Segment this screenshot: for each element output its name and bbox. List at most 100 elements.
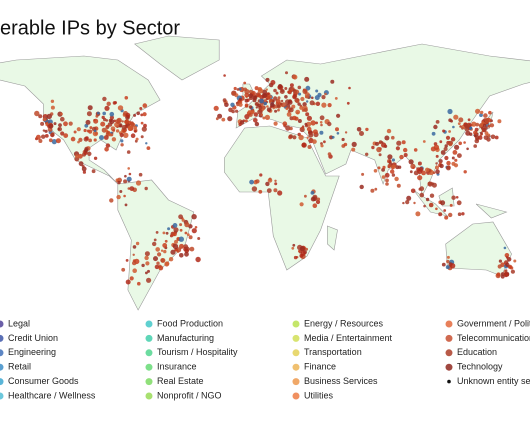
ip-dot	[136, 111, 140, 116]
ip-dot	[179, 253, 184, 258]
ip-dot	[221, 117, 226, 122]
ip-dot	[497, 119, 502, 124]
ip-dot	[385, 178, 389, 183]
ip-dot	[440, 150, 446, 155]
ip-dot	[156, 261, 160, 265]
ip-dot	[484, 118, 490, 123]
ip-dot	[266, 188, 272, 194]
legend-swatch	[145, 378, 153, 386]
ip-dot	[40, 121, 45, 126]
ip-dot	[466, 147, 469, 151]
ip-dot	[160, 258, 165, 263]
ip-dot	[435, 165, 439, 170]
ip-dot	[144, 186, 148, 191]
ip-dot	[55, 138, 61, 144]
ip-dot	[132, 253, 135, 256]
ip-dot	[143, 123, 147, 128]
ip-dot	[388, 160, 392, 164]
ip-dot	[335, 127, 339, 132]
ip-dot	[413, 201, 416, 205]
ip-dot	[293, 88, 296, 92]
legend-swatch	[292, 378, 300, 386]
ip-dot	[449, 203, 453, 207]
ip-dot	[300, 96, 305, 102]
ip-dot	[176, 237, 180, 241]
ip-dot	[433, 124, 438, 130]
ip-dot	[116, 194, 121, 200]
ip-dot	[87, 151, 92, 156]
ip-dot	[155, 247, 160, 252]
ip-dot	[274, 109, 278, 113]
ip-dot	[305, 247, 308, 251]
ip-dot	[475, 122, 480, 127]
ip-dot	[444, 144, 448, 148]
ip-dot	[213, 105, 219, 111]
ip-dot	[265, 77, 270, 82]
ip-dot	[155, 231, 159, 234]
legend-swatch	[0, 392, 4, 400]
ip-dot	[125, 259, 129, 262]
ip-dot	[135, 137, 139, 141]
ip-dot	[298, 92, 302, 96]
ip-dot	[336, 132, 340, 135]
ip-dot	[295, 98, 300, 104]
ip-dot	[312, 203, 318, 208]
ip-dot	[359, 131, 364, 136]
legend-label: Transportation	[304, 347, 362, 357]
legend-label: Credit Union	[8, 333, 58, 343]
ip-dot	[141, 126, 147, 132]
ip-dot	[195, 256, 201, 263]
ip-dot	[288, 134, 293, 139]
legend-swatch	[445, 349, 453, 357]
ip-dot	[290, 88, 294, 92]
ip-dot	[133, 125, 138, 130]
landmass	[445, 221, 512, 277]
ip-dot	[140, 121, 144, 125]
ip-dot	[249, 89, 253, 94]
ip-dot	[312, 139, 317, 144]
ip-dot	[238, 122, 242, 127]
ip-dot	[75, 154, 79, 159]
ip-dot	[323, 140, 326, 144]
ip-dot	[103, 135, 109, 140]
ip-dot	[60, 131, 65, 136]
ip-dot	[279, 89, 285, 94]
ip-dot	[293, 255, 298, 260]
ip-dot	[132, 245, 137, 249]
ip-dot	[297, 102, 301, 106]
ip-dot	[248, 93, 254, 99]
ip-dot	[88, 138, 92, 143]
ip-dot	[292, 243, 296, 247]
ip-dot	[299, 202, 304, 207]
ip-dot	[418, 166, 424, 172]
legend-swatch	[445, 363, 453, 371]
ip-dot	[391, 158, 395, 162]
legend-swatch	[145, 334, 153, 342]
ip-dot	[236, 88, 240, 91]
ip-dot	[292, 74, 298, 80]
ip-dot	[384, 135, 390, 141]
ip-dot	[305, 85, 311, 91]
ip-dot	[457, 153, 462, 159]
ip-dot	[469, 126, 473, 130]
ip-dot	[439, 163, 444, 169]
ip-dot	[123, 194, 126, 198]
ip-dot	[109, 111, 115, 117]
ip-dot	[459, 125, 462, 128]
ip-dot	[119, 132, 124, 138]
ip-dot	[265, 88, 268, 91]
ip-dot	[273, 121, 278, 126]
ip-dot	[308, 132, 314, 138]
ip-dot	[385, 182, 389, 186]
legend-label: Nonprofit / NGO	[157, 390, 222, 400]
ip-dot	[105, 143, 111, 148]
ip-dot	[315, 121, 318, 125]
ip-dot	[498, 259, 502, 263]
ip-dot	[145, 271, 148, 275]
ip-dot	[479, 113, 483, 117]
ip-dot	[319, 115, 325, 121]
ip-dot	[106, 124, 109, 128]
ip-dot	[262, 116, 266, 120]
ip-dot	[320, 123, 323, 127]
ip-dot	[93, 118, 99, 124]
